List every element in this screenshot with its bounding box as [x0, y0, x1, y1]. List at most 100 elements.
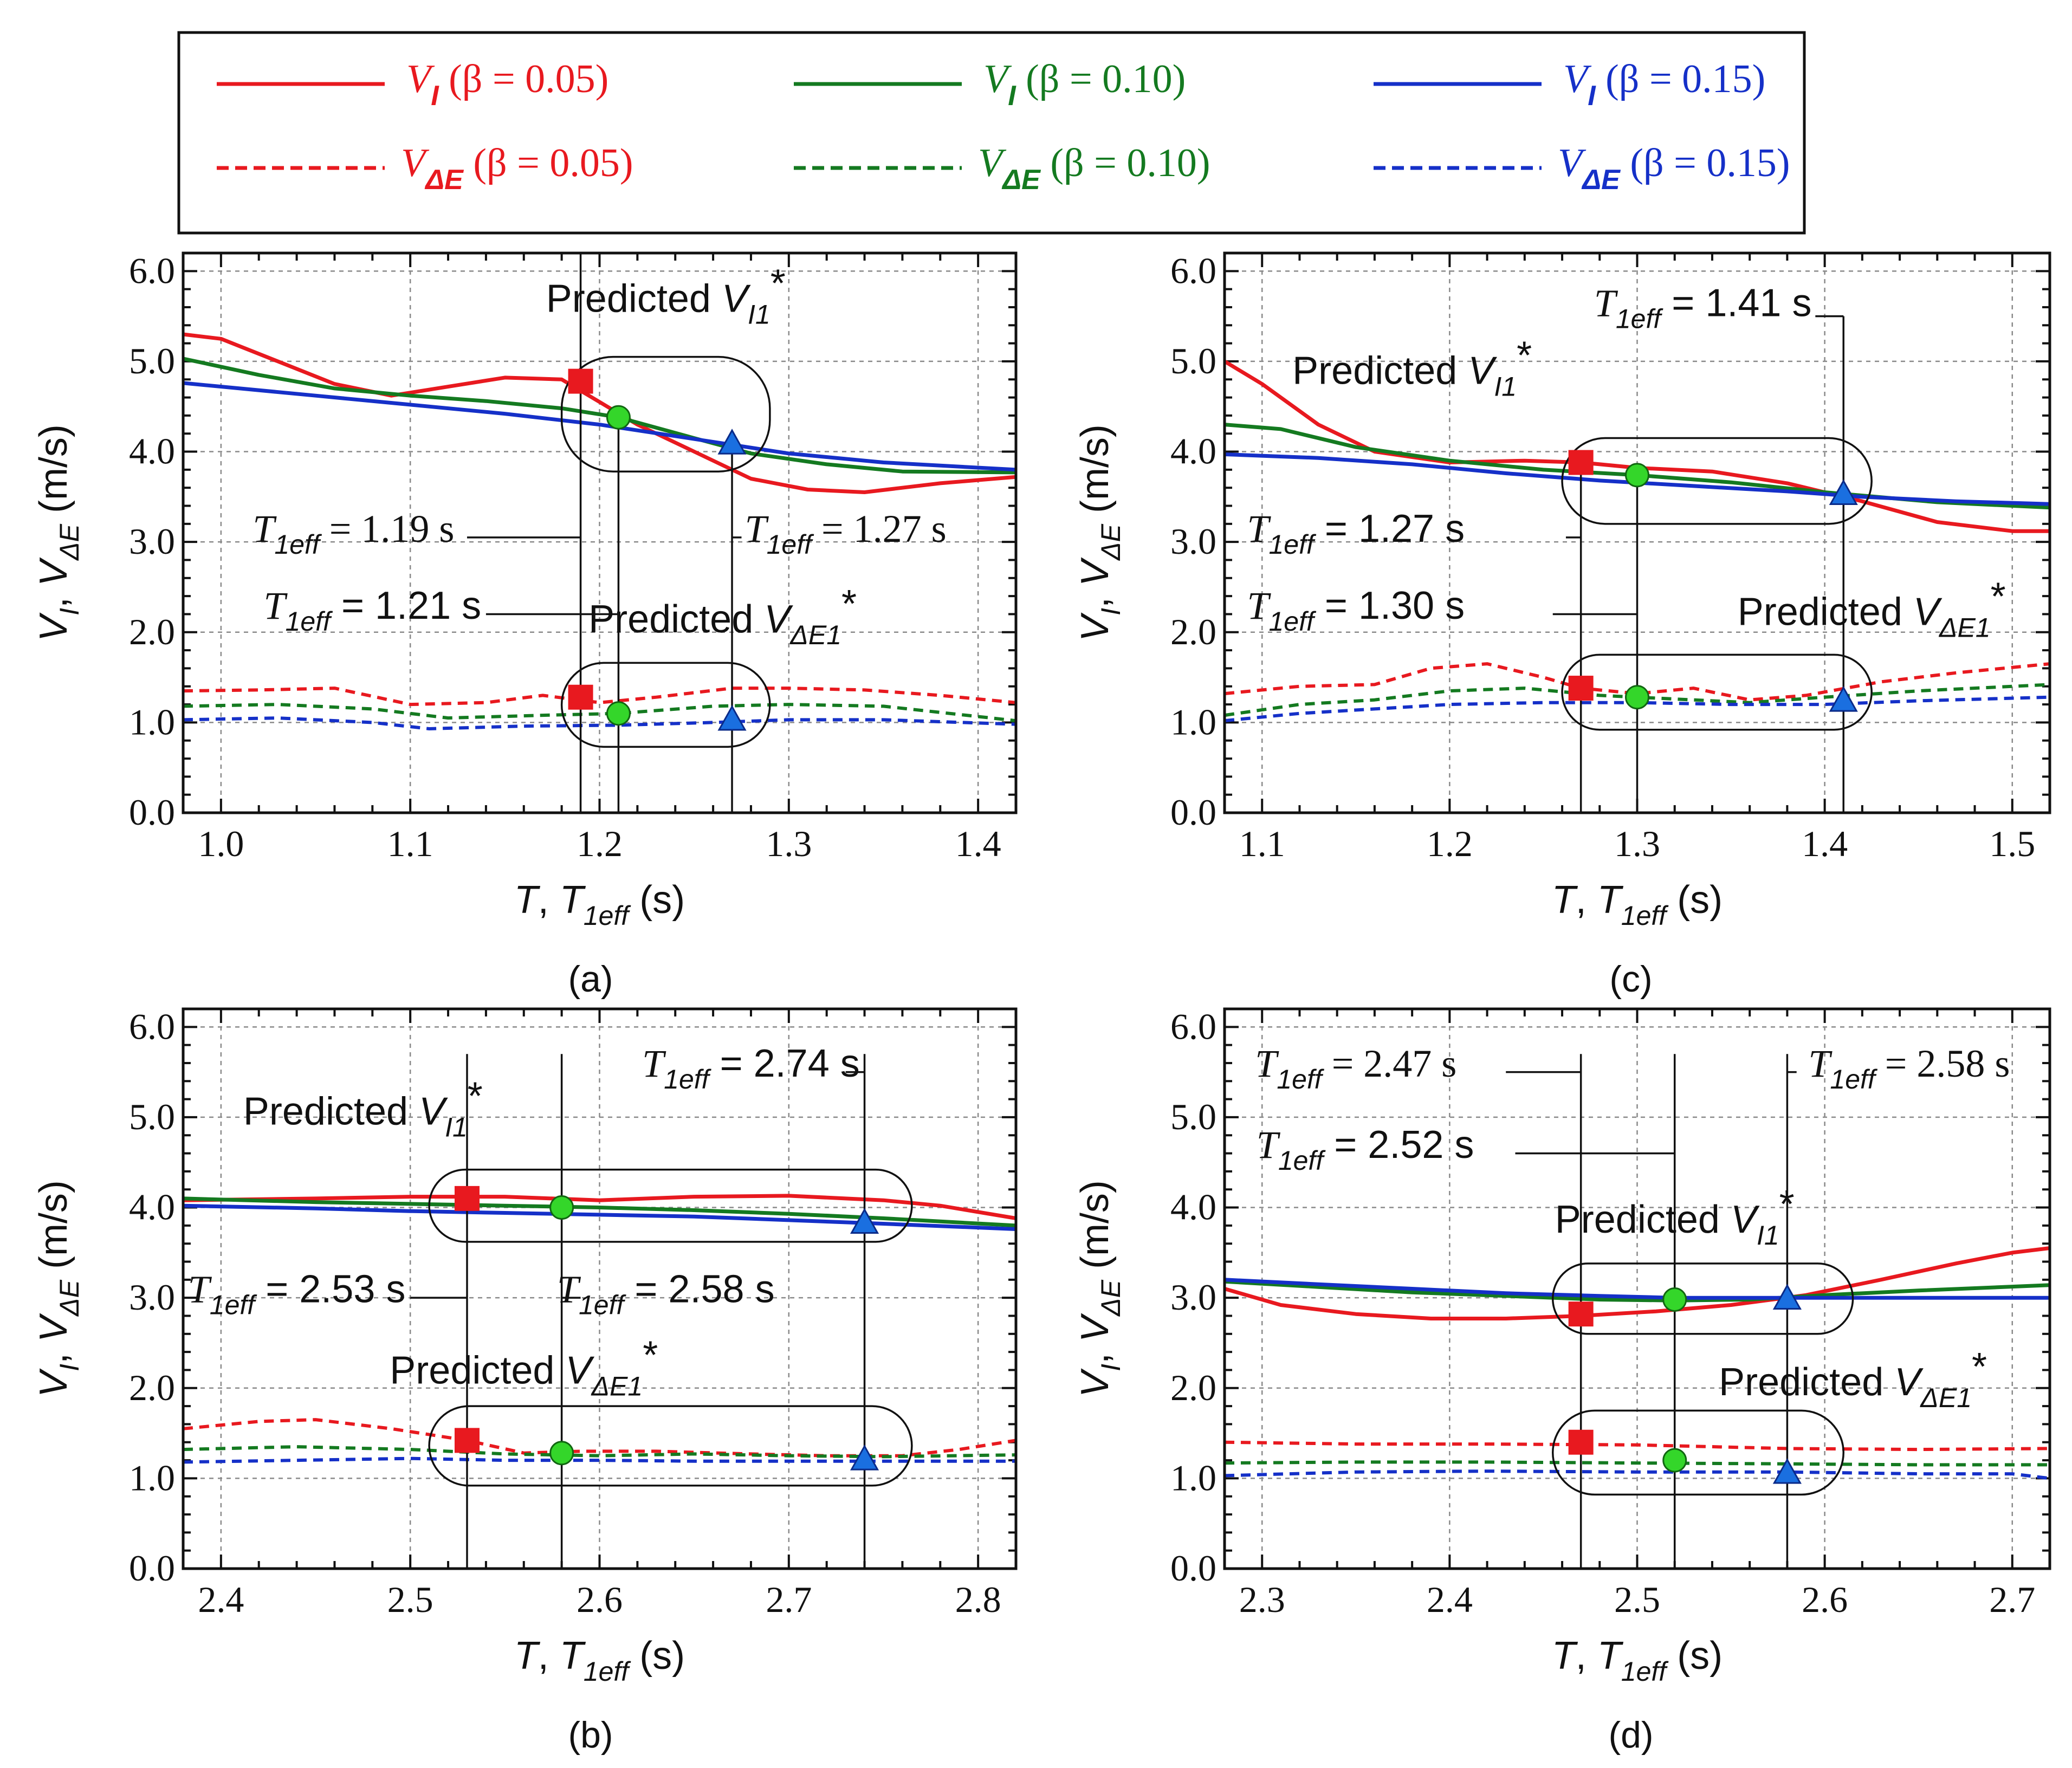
- legend-label: VI (β = 0.05): [406, 57, 608, 112]
- x-tick-label: 2.4: [1427, 1579, 1473, 1620]
- series-line: [183, 687, 1016, 707]
- highlight-box: [1561, 653, 1873, 731]
- legend-label: VΔE (β = 0.10): [978, 141, 1210, 196]
- x-tick-label: 2.4: [198, 1579, 244, 1620]
- legend: VI (β = 0.05) VI (β = 0.10) VI (β = 0.15) V…: [177, 31, 1806, 235]
- teff-annotation: T1eff = 2.58 s: [1808, 1042, 2010, 1095]
- series-line: [183, 1196, 1016, 1228]
- marker-square: [1568, 1429, 1594, 1455]
- x-axis-label: T, T1eff (s): [1552, 1634, 1723, 1687]
- y-tick-label: 3.0: [1170, 521, 1216, 562]
- x-tick-label: 2.6: [577, 1579, 623, 1620]
- highlight-box: [560, 662, 771, 748]
- y-tick-label: 6.0: [1170, 250, 1216, 291]
- x-tick-label: 2.6: [1802, 1579, 1848, 1620]
- highlight-box: [560, 355, 771, 472]
- panel-label: (b): [568, 1714, 613, 1756]
- teff-annotation: T1eff = 2.52 s: [1257, 1123, 1474, 1176]
- teff-annotation: T1eff = 1.41 s: [1594, 282, 1812, 334]
- predicted-annotation: Predicted VI1*: [1292, 334, 1532, 402]
- plot-frame: [1223, 1007, 2051, 1570]
- marker-triangle: [1772, 1284, 1802, 1310]
- y-tick-label: 0.0: [129, 792, 175, 833]
- x-tick-label: 1.4: [955, 823, 1001, 864]
- x-tick-label: 2.5: [1614, 1579, 1660, 1620]
- marker-triangle: [850, 1444, 879, 1471]
- x-tick-label: 1.3: [1614, 823, 1660, 864]
- predicted-annotation: Predicted VI1*: [546, 262, 786, 329]
- y-axis-label: VI, VΔE (m/s): [32, 424, 85, 642]
- marker-triangle: [717, 429, 747, 455]
- predicted-annotation: Predicted VI1*: [243, 1074, 483, 1142]
- teff-annotation: T1eff = 1.30 s: [1247, 584, 1465, 637]
- plot-frame: [1223, 251, 2051, 814]
- panel-d: 2.3 2.4 2.5 2.6 2.7 0.0 1.0 2.0 3.0 4.0 5.0 6.0 T, T…: [1073, 1006, 2051, 1756]
- legend-entry: VI (β = 0.15): [1374, 57, 1765, 112]
- series-line: [1224, 1246, 2050, 1320]
- y-tick-label: 1.0: [129, 701, 175, 742]
- teff-annotation: T1eff = 2.47 s: [1255, 1042, 1456, 1095]
- panel-a: 1.0 1.1 1.2 1.3 1.4 0.0 1.0 2.0 3.0 4.0 5.0 6.0 T, T…: [32, 250, 1018, 1000]
- legend-label: VΔE (β = 0.15): [1558, 141, 1790, 196]
- y-tick-label: 3.0: [1170, 1277, 1216, 1318]
- y-tick-label: 4.0: [1170, 1187, 1216, 1228]
- marker-square: [568, 684, 593, 710]
- x-tick-label: 1.1: [387, 823, 433, 864]
- teff-annotation: T1eff = 2.53 s: [188, 1267, 406, 1320]
- marker-triangle: [717, 704, 747, 731]
- panel-b: 2.4 2.5 2.6 2.7 2.8 0.0 1.0 2.0 3.0 4.0 5.0 6.0 T, T…: [32, 1006, 1018, 1756]
- marker-circle: [606, 701, 631, 726]
- y-tick-label: 2.0: [1170, 1367, 1216, 1408]
- x-tick-label: 2.7: [1989, 1579, 2035, 1620]
- x-axis-label: T, T1eff (s): [514, 878, 685, 931]
- series-line: [1224, 1440, 2050, 1452]
- series-line: [1224, 1469, 2050, 1480]
- marker-circle: [549, 1441, 574, 1466]
- predicted-annotation: Predicted VΔE1*: [588, 582, 857, 650]
- panel-c: 1.1 1.2 1.3 1.4 1.5 0.0 1.0 2.0 3.0 4.0 5.0 6.0 T, T…: [1073, 250, 2051, 1000]
- series-line: [183, 1203, 1016, 1231]
- marker-triangle: [1829, 685, 1858, 712]
- teff-annotation: T1eff = 1.27 s: [1247, 507, 1465, 560]
- y-tick-label: 2.0: [129, 1367, 175, 1408]
- y-axis-label: VI, VΔE (m/s): [1073, 1180, 1126, 1397]
- x-tick-label: 1.0: [198, 823, 244, 864]
- y-tick-label: 3.0: [129, 1277, 175, 1318]
- legend-label: VI (β = 0.10): [983, 57, 1186, 112]
- marker-square: [1568, 676, 1594, 701]
- marker-square: [1568, 1301, 1594, 1327]
- x-tick-label: 1.5: [1989, 823, 2035, 864]
- teff-annotation: T1eff = 2.74 s: [642, 1042, 860, 1095]
- y-axis-label: VI, VΔE (m/s): [1073, 424, 1126, 642]
- y-tick-label: 0.0: [1170, 792, 1216, 833]
- y-tick-label: 2.0: [1170, 611, 1216, 652]
- x-tick-label: 1.4: [1802, 823, 1848, 864]
- teff-annotation: T1eff = 1.27 s: [745, 507, 947, 560]
- x-axis-label: T, T1eff (s): [1552, 878, 1723, 931]
- series-line: [1224, 1460, 2050, 1467]
- marker-square: [568, 368, 593, 394]
- y-tick-label: 0.0: [129, 1547, 175, 1589]
- marker-circle: [606, 405, 631, 430]
- predicted-annotation: Predicted VΔE1*: [1719, 1345, 1987, 1413]
- marker-circle: [1625, 463, 1649, 488]
- series-line: [183, 381, 1016, 472]
- teff-annotation: T1eff = 1.19 s: [252, 507, 454, 560]
- legend-entry: VΔE (β = 0.05): [217, 141, 633, 196]
- panels: 1.0 1.1 1.2 1.3 1.4 0.0 1.0 2.0 3.0 4.0 5.0 6.0 T, T…: [32, 250, 2051, 1756]
- legend-label: VI (β = 0.15): [1563, 57, 1765, 112]
- legend-label: VΔE (β = 0.05): [401, 141, 633, 196]
- series-line: [1224, 695, 2050, 723]
- x-tick-label: 2.5: [387, 1579, 433, 1620]
- y-tick-label: 0.0: [1170, 1547, 1216, 1589]
- series-line: [183, 1445, 1016, 1459]
- x-axis-label: T, T1eff (s): [514, 1634, 685, 1687]
- predicted-annotation: Predicted VΔE1*: [390, 1333, 658, 1401]
- panel-label: (c): [1609, 959, 1652, 1000]
- panel-label: (d): [1608, 1714, 1653, 1756]
- legend-frame: [177, 31, 1806, 235]
- series-line: [1223, 359, 2050, 533]
- teff-annotation: T1eff = 1.21 s: [263, 584, 481, 637]
- series-line: [1224, 1279, 2050, 1303]
